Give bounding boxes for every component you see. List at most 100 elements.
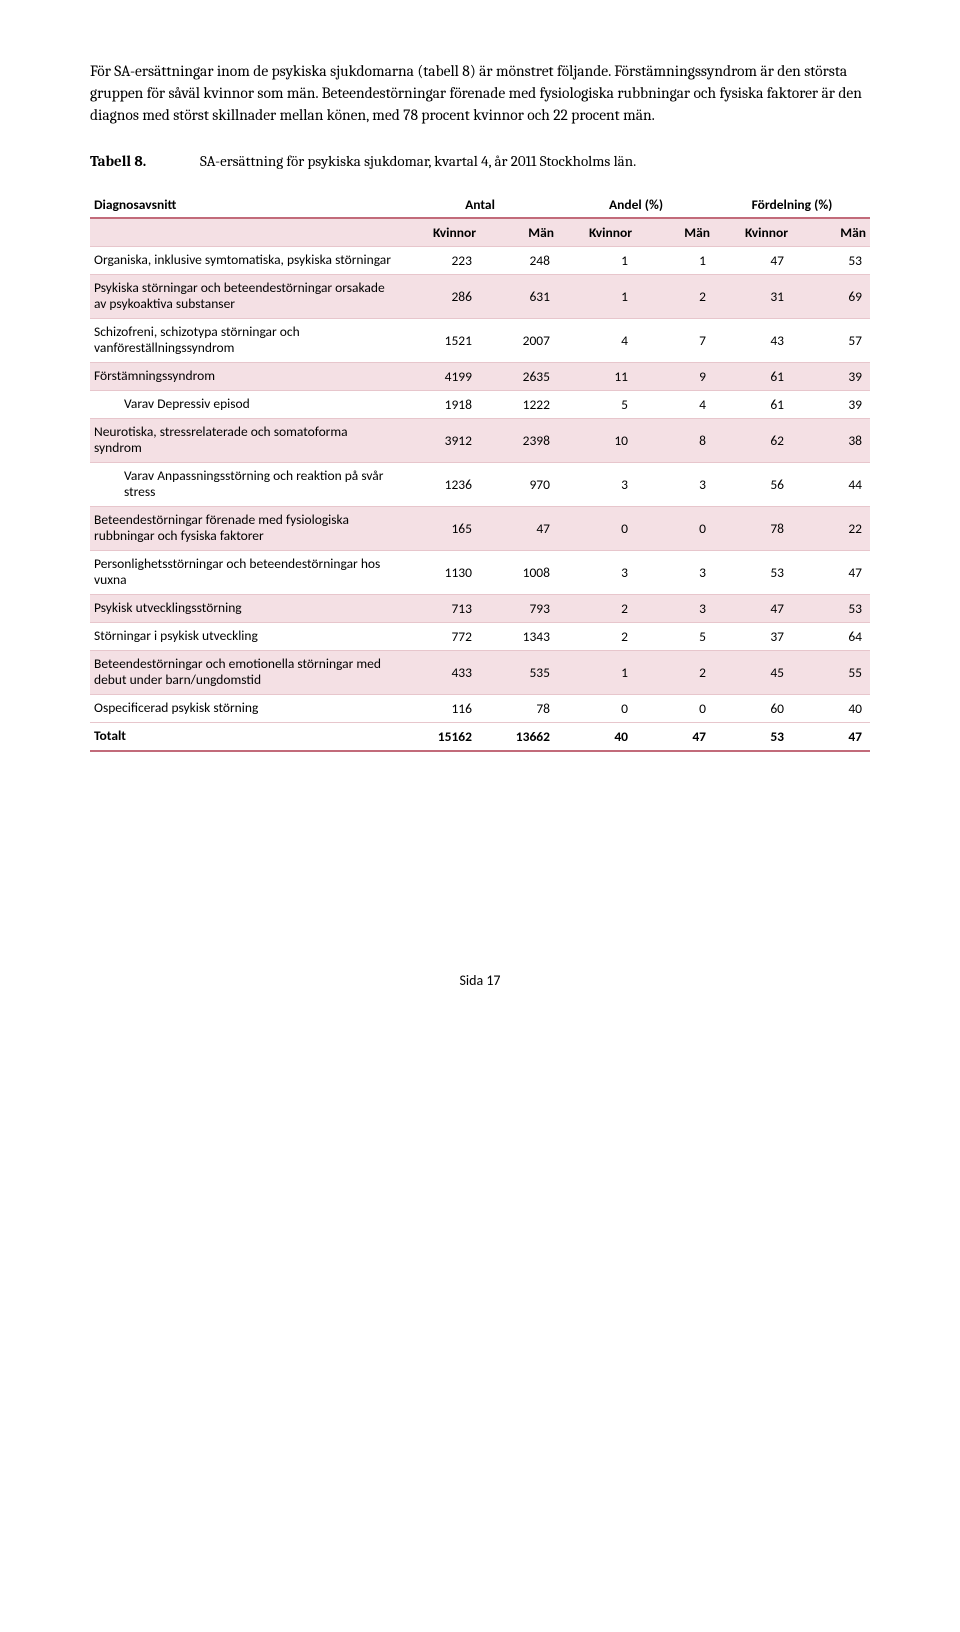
row-value: 286 [402, 275, 480, 319]
header-sub-2: Kvinnor [558, 218, 636, 247]
caption-label: Tabell 8. [90, 152, 200, 170]
table-row: Ospecificerad psykisk störning1167800604… [90, 694, 870, 722]
row-value: 1 [558, 275, 636, 319]
row-value: 2 [636, 275, 714, 319]
header-sub-empty [90, 218, 402, 247]
row-value: 40 [792, 694, 870, 722]
row-value: 2 [558, 594, 636, 622]
header-sub-5: Män [792, 218, 870, 247]
row-value: 2 [636, 650, 714, 694]
row-value: 1343 [480, 622, 558, 650]
row-value: 713 [402, 594, 480, 622]
total-value: 53 [714, 722, 792, 751]
row-value: 61 [714, 362, 792, 390]
row-value: 3 [558, 462, 636, 506]
total-value: 47 [636, 722, 714, 751]
table-row: Organiska, inklusive symtomatiska, psyki… [90, 247, 870, 275]
table-row: Beteendestörningar och emotionella störn… [90, 650, 870, 694]
row-value: 4 [636, 390, 714, 418]
row-value: 0 [636, 506, 714, 550]
row-value: 1 [558, 650, 636, 694]
row-value: 43 [714, 318, 792, 362]
row-value: 165 [402, 506, 480, 550]
row-value: 433 [402, 650, 480, 694]
row-value: 44 [792, 462, 870, 506]
header-sub-row: Kvinnor Män Kvinnor Män Kvinnor Män [90, 218, 870, 247]
total-value: 13662 [480, 722, 558, 751]
row-value: 4 [558, 318, 636, 362]
row-value: 57 [792, 318, 870, 362]
row-value: 62 [714, 418, 792, 462]
table-row: Förstämningssyndrom419926351196139 [90, 362, 870, 390]
row-value: 39 [792, 362, 870, 390]
row-value: 47 [714, 594, 792, 622]
row-value: 1918 [402, 390, 480, 418]
row-value: 69 [792, 275, 870, 319]
header-group-1: Andel (%) [558, 190, 714, 218]
row-value: 61 [714, 390, 792, 418]
row-value: 5 [558, 390, 636, 418]
row-value: 3 [558, 550, 636, 594]
row-value: 3 [636, 550, 714, 594]
row-value: 1 [558, 247, 636, 275]
row-label: Varav Anpassningsstörning och reaktion p… [90, 462, 402, 506]
table-row: Personlighetsstörningar och beteendestör… [90, 550, 870, 594]
row-label: Beteendestörningar och emotionella störn… [90, 650, 402, 694]
table-row: Neurotiska, stressrelaterade och somatof… [90, 418, 870, 462]
header-sub-3: Män [636, 218, 714, 247]
total-value: 40 [558, 722, 636, 751]
row-value: 970 [480, 462, 558, 506]
total-label: Totalt [90, 722, 402, 751]
row-value: 31 [714, 275, 792, 319]
header-group-row: Diagnosavsnitt Antal Andel (%) Fördelnin… [90, 190, 870, 218]
table-row: Schizofreni, schizotypa störningar och v… [90, 318, 870, 362]
row-value: 0 [558, 506, 636, 550]
row-label: Ospecificerad psykisk störning [90, 694, 402, 722]
table-row: Beteendestörningar förenade med fysiolog… [90, 506, 870, 550]
row-value: 2 [558, 622, 636, 650]
header-group-0: Antal [402, 190, 558, 218]
row-value: 1130 [402, 550, 480, 594]
table-row: Varav Anpassningsstörning och reaktion p… [90, 462, 870, 506]
table-row: Psykisk utvecklingsstörning713793234753 [90, 594, 870, 622]
total-value: 15162 [402, 722, 480, 751]
table-total-row: Totalt151621366240475347 [90, 722, 870, 751]
row-label: Beteendestörningar förenade med fysiolog… [90, 506, 402, 550]
row-value: 0 [636, 694, 714, 722]
row-value: 3 [636, 594, 714, 622]
row-value: 45 [714, 650, 792, 694]
row-value: 1521 [402, 318, 480, 362]
row-value: 5 [636, 622, 714, 650]
row-value: 60 [714, 694, 792, 722]
row-value: 7 [636, 318, 714, 362]
row-value: 38 [792, 418, 870, 462]
row-value: 2398 [480, 418, 558, 462]
row-value: 78 [714, 506, 792, 550]
table-caption: Tabell 8. SA-ersättning för psykiska sju… [90, 152, 870, 170]
row-label: Schizofreni, schizotypa störningar och v… [90, 318, 402, 362]
row-value: 39 [792, 390, 870, 418]
row-value: 248 [480, 247, 558, 275]
row-value: 0 [558, 694, 636, 722]
row-value: 2635 [480, 362, 558, 390]
row-label: Organiska, inklusive symtomatiska, psyki… [90, 247, 402, 275]
row-value: 9 [636, 362, 714, 390]
table-row: Psykiska störningar och beteendestörning… [90, 275, 870, 319]
row-value: 4199 [402, 362, 480, 390]
row-value: 2007 [480, 318, 558, 362]
row-value: 78 [480, 694, 558, 722]
row-value: 53 [792, 594, 870, 622]
table-row: Störningar i psykisk utveckling772134325… [90, 622, 870, 650]
intro-paragraph: För SA-ersättningar inom de psykiska sju… [90, 60, 870, 126]
row-value: 64 [792, 622, 870, 650]
caption-text: SA-ersättning för psykiska sjukdomar, kv… [200, 152, 870, 170]
row-label: Varav Depressiv episod [90, 390, 402, 418]
table-row: Varav Depressiv episod19181222546139 [90, 390, 870, 418]
header-group-2: Fördelning (%) [714, 190, 870, 218]
row-value: 631 [480, 275, 558, 319]
row-value: 47 [480, 506, 558, 550]
row-label: Störningar i psykisk utveckling [90, 622, 402, 650]
header-sub-1: Män [480, 218, 558, 247]
row-value: 3 [636, 462, 714, 506]
row-label: Psykisk utvecklingsstörning [90, 594, 402, 622]
